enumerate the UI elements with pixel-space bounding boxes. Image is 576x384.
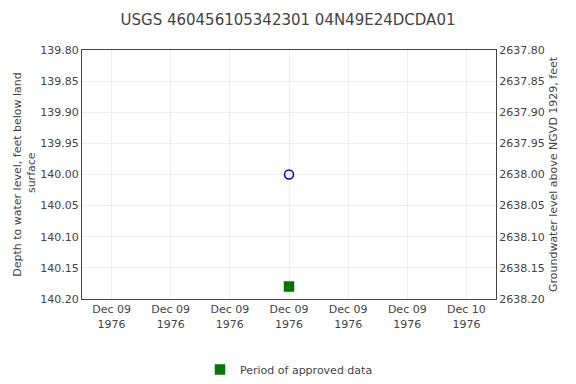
svg-text:140.05: 140.05 xyxy=(40,199,79,212)
svg-text:140.00: 140.00 xyxy=(40,168,79,181)
svg-text:2637.95: 2637.95 xyxy=(499,137,545,150)
svg-text:Depth to water level, feet bel: Depth to water level, feet below land su… xyxy=(11,72,38,277)
svg-text:USGS 460456105342301 04N49E24D: USGS 460456105342301 04N49E24DCDA01 xyxy=(121,11,456,29)
svg-text:2637.80: 2637.80 xyxy=(499,44,545,57)
svg-text:140.20: 140.20 xyxy=(40,293,79,306)
svg-text:2638.10: 2638.10 xyxy=(499,231,545,244)
svg-text:Dec 091976: Dec 091976 xyxy=(151,303,190,330)
svg-text:Dec 091976: Dec 091976 xyxy=(329,303,368,330)
svg-text:Dec 091976: Dec 091976 xyxy=(270,303,309,330)
svg-text:140.10: 140.10 xyxy=(40,231,79,244)
svg-text:2638.15: 2638.15 xyxy=(499,262,545,275)
svg-text:2638.00: 2638.00 xyxy=(499,168,545,181)
svg-text:2637.90: 2637.90 xyxy=(499,106,545,119)
svg-text:139.90: 139.90 xyxy=(40,106,79,119)
svg-text:Dec 101976: Dec 101976 xyxy=(447,303,486,330)
svg-text:Dec 091976: Dec 091976 xyxy=(210,303,249,330)
svg-text:Dec 091976: Dec 091976 xyxy=(388,303,427,330)
svg-text:Groundwater level above NGVD 1: Groundwater level above NGVD 1929, feet xyxy=(547,56,560,292)
svg-text:139.80: 139.80 xyxy=(40,44,79,57)
svg-text:139.85: 139.85 xyxy=(40,75,79,88)
svg-text:Dec 091976: Dec 091976 xyxy=(92,303,131,330)
svg-text:2637.85: 2637.85 xyxy=(499,75,545,88)
svg-text:140.15: 140.15 xyxy=(40,262,79,275)
svg-text:2638.05: 2638.05 xyxy=(499,199,545,212)
svg-text:2638.20: 2638.20 xyxy=(499,293,545,306)
svg-text:Period of approved data: Period of approved data xyxy=(240,364,372,377)
svg-text:139.95: 139.95 xyxy=(40,137,79,150)
